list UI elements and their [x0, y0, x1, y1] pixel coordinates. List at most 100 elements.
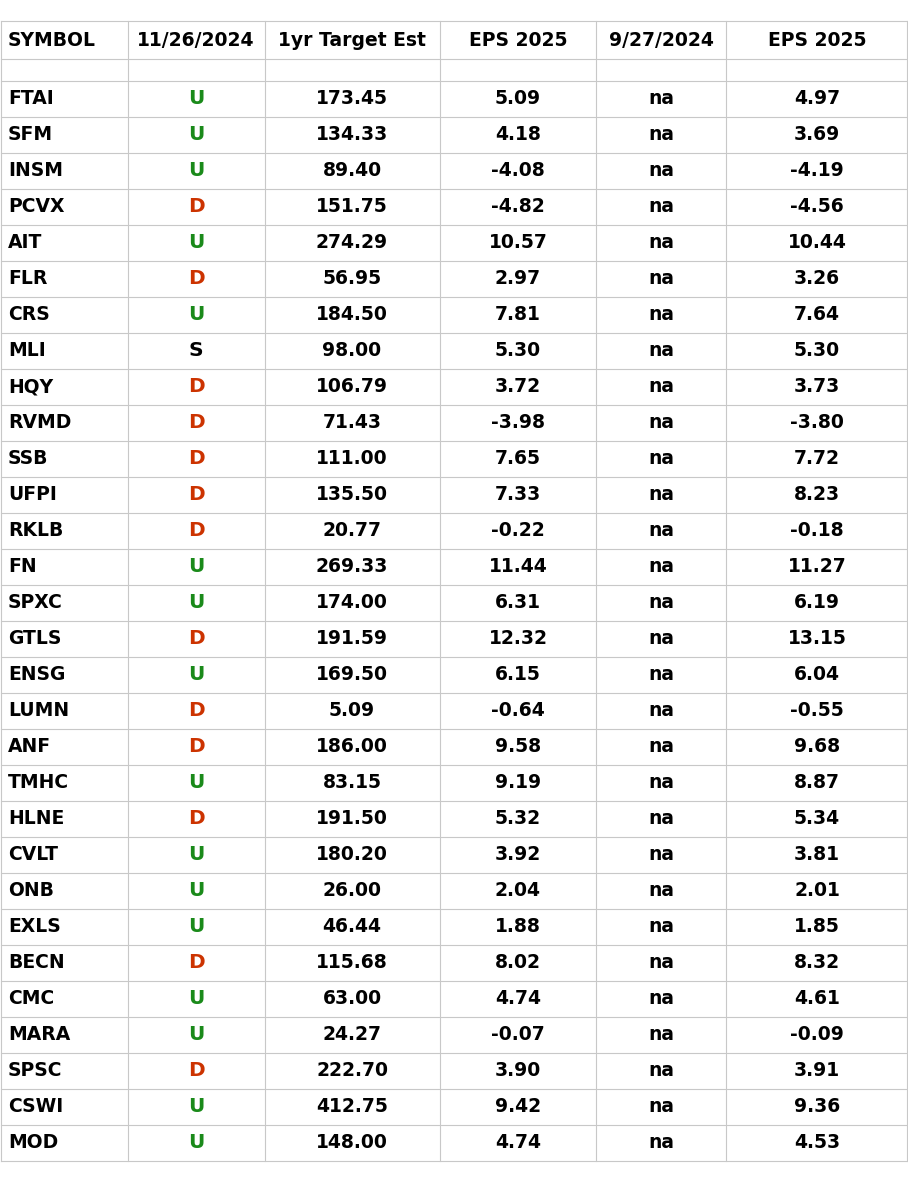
Text: U: U: [188, 773, 204, 792]
Text: S: S: [189, 342, 203, 361]
Text: 4.18: 4.18: [495, 125, 541, 144]
Text: U: U: [188, 882, 204, 901]
Text: 151.75: 151.75: [316, 197, 388, 216]
Text: 222.70: 222.70: [316, 1061, 388, 1080]
Text: na: na: [648, 845, 674, 864]
Text: ENSG: ENSG: [8, 665, 65, 684]
Text: na: na: [648, 1026, 674, 1045]
Text: PCVX: PCVX: [8, 197, 64, 216]
Text: na: na: [648, 162, 674, 181]
Text: na: na: [648, 377, 674, 396]
Text: na: na: [648, 701, 674, 721]
Text: na: na: [648, 234, 674, 253]
Text: FLR: FLR: [8, 269, 47, 288]
Text: 111.00: 111.00: [316, 449, 388, 468]
Text: na: na: [648, 486, 674, 505]
Text: AIT: AIT: [8, 234, 43, 253]
Text: na: na: [648, 738, 674, 756]
Text: 173.45: 173.45: [316, 90, 388, 109]
Text: 6.19: 6.19: [794, 593, 840, 612]
Text: SYMBOL: SYMBOL: [8, 31, 96, 50]
Text: U: U: [188, 917, 204, 936]
Text: 148.00: 148.00: [316, 1134, 388, 1152]
Text: 3.73: 3.73: [794, 377, 840, 396]
Text: -0.09: -0.09: [790, 1026, 844, 1045]
Text: U: U: [188, 845, 204, 864]
Text: 3.81: 3.81: [794, 845, 840, 864]
Text: na: na: [648, 449, 674, 468]
Text: 5.30: 5.30: [794, 342, 840, 361]
Text: 46.44: 46.44: [322, 917, 381, 936]
Text: 2.04: 2.04: [495, 882, 541, 901]
Text: 9.19: 9.19: [495, 773, 541, 792]
Text: 274.29: 274.29: [316, 234, 388, 253]
Text: na: na: [648, 1098, 674, 1117]
Text: na: na: [648, 305, 674, 325]
Text: 9/27/2024: 9/27/2024: [608, 31, 714, 50]
Text: na: na: [648, 630, 674, 649]
Text: -0.22: -0.22: [491, 521, 545, 540]
Text: 4.74: 4.74: [495, 989, 541, 1008]
Text: U: U: [188, 90, 204, 109]
Text: -0.64: -0.64: [491, 701, 545, 721]
Text: 3.72: 3.72: [495, 377, 541, 396]
Text: 8.87: 8.87: [794, 773, 840, 792]
Text: na: na: [648, 414, 674, 433]
Text: EPS 2025: EPS 2025: [469, 31, 568, 50]
Text: LUMN: LUMN: [8, 701, 69, 721]
Text: 412.75: 412.75: [316, 1098, 388, 1117]
Text: -4.19: -4.19: [790, 162, 844, 181]
Text: 134.33: 134.33: [316, 125, 388, 144]
Text: HLNE: HLNE: [8, 810, 64, 829]
Text: U: U: [188, 558, 204, 577]
Text: FN: FN: [8, 558, 36, 577]
Text: U: U: [188, 1026, 204, 1045]
Text: D: D: [188, 414, 204, 433]
Text: -0.55: -0.55: [790, 701, 844, 721]
Text: CSWI: CSWI: [8, 1098, 64, 1117]
Text: 4.53: 4.53: [794, 1134, 840, 1152]
Text: RKLB: RKLB: [8, 521, 64, 540]
Text: SPXC: SPXC: [8, 593, 63, 612]
Text: 3.90: 3.90: [495, 1061, 541, 1080]
Text: MOD: MOD: [8, 1134, 58, 1152]
Text: D: D: [188, 630, 204, 649]
Text: -4.82: -4.82: [491, 197, 545, 216]
Text: INSM: INSM: [8, 162, 63, 181]
Text: 10.44: 10.44: [787, 234, 846, 253]
Text: 63.00: 63.00: [322, 989, 381, 1008]
Text: D: D: [188, 701, 204, 721]
Text: 1yr Target Est: 1yr Target Est: [278, 31, 426, 50]
Text: 9.58: 9.58: [495, 738, 541, 756]
Text: U: U: [188, 593, 204, 612]
Text: -4.08: -4.08: [491, 162, 545, 181]
Text: 11/26/2024: 11/26/2024: [137, 31, 255, 50]
Text: ONB: ONB: [8, 882, 54, 901]
Text: 20.77: 20.77: [322, 521, 381, 540]
Text: U: U: [188, 305, 204, 325]
Text: 6.04: 6.04: [794, 665, 840, 684]
Text: U: U: [188, 1134, 204, 1152]
Text: 83.15: 83.15: [322, 773, 381, 792]
Text: -0.18: -0.18: [790, 521, 844, 540]
Text: na: na: [648, 773, 674, 792]
Text: U: U: [188, 234, 204, 253]
Text: 11.27: 11.27: [787, 558, 846, 577]
Text: MLI: MLI: [8, 342, 45, 361]
Text: D: D: [188, 521, 204, 540]
Text: na: na: [648, 342, 674, 361]
Text: 6.31: 6.31: [495, 593, 541, 612]
Text: 8.02: 8.02: [495, 954, 541, 973]
Text: 5.09: 5.09: [495, 90, 541, 109]
Text: na: na: [648, 269, 674, 288]
Text: na: na: [648, 917, 674, 936]
Text: 3.26: 3.26: [794, 269, 840, 288]
Text: 7.72: 7.72: [794, 449, 840, 468]
Text: 135.50: 135.50: [316, 486, 388, 505]
Text: 7.33: 7.33: [495, 486, 541, 505]
Text: na: na: [648, 90, 674, 109]
Text: D: D: [188, 269, 204, 288]
Text: EPS 2025: EPS 2025: [768, 31, 866, 50]
Text: na: na: [648, 1061, 674, 1080]
Text: D: D: [188, 449, 204, 468]
